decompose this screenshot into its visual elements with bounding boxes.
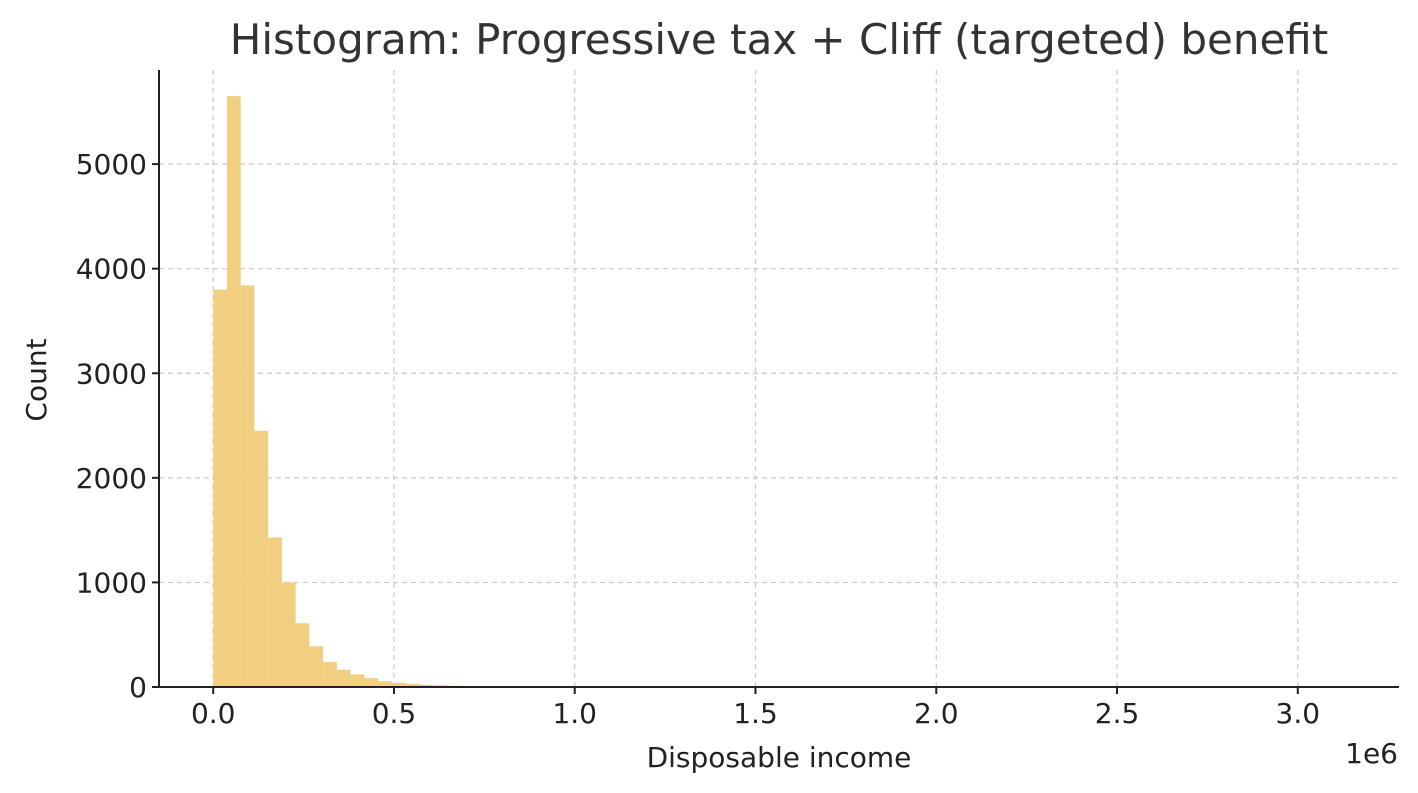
x-tick-label: 1.5 xyxy=(733,697,778,730)
histogram-bar xyxy=(268,537,282,687)
grid-lines xyxy=(159,70,1399,688)
histogram-bar xyxy=(213,289,227,687)
chart-title: Histogram: Progressive tax + Cliff (targ… xyxy=(230,15,1328,64)
y-tick-label: 4000 xyxy=(76,253,147,286)
histogram-bar xyxy=(405,683,420,687)
histogram-bar xyxy=(336,669,351,687)
histogram-bar xyxy=(364,678,379,687)
histogram-bar xyxy=(378,681,392,687)
histogram-bar xyxy=(309,646,324,687)
histogram-bar xyxy=(254,430,269,687)
y-axis-label: Count xyxy=(20,338,53,421)
x-tick-label: 0.0 xyxy=(191,697,236,730)
histogram-bar xyxy=(281,582,296,687)
histogram-bar xyxy=(240,285,255,687)
x-axis-label: Disposable income xyxy=(647,741,912,774)
histogram-bar xyxy=(295,623,310,687)
axes xyxy=(158,70,1399,688)
y-tick-label: 5000 xyxy=(76,148,147,181)
histogram-bar xyxy=(226,96,241,688)
x-offset-label: 1e6 xyxy=(1345,737,1398,770)
y-ticks: 0 1000 2000 3000 4000 5000 xyxy=(76,148,159,704)
histogram-bar xyxy=(323,661,337,687)
histogram-bar xyxy=(350,674,365,687)
x-tick-label: 2.0 xyxy=(914,697,959,730)
x-ticks: 0.0 0.5 1.0 1.5 2.0 2.5 3.0 xyxy=(191,687,1320,730)
histogram-bars xyxy=(213,96,1340,688)
x-tick-label: 0.5 xyxy=(372,697,417,730)
histogram-bar xyxy=(419,684,434,687)
x-tick-label: 2.5 xyxy=(1095,697,1140,730)
histogram-bar xyxy=(391,682,406,687)
y-tick-label: 2000 xyxy=(76,462,147,495)
x-tick-label: 1.0 xyxy=(552,697,597,730)
y-tick-label: 3000 xyxy=(76,357,147,390)
y-tick-label: 0 xyxy=(129,671,147,704)
y-tick-label: 1000 xyxy=(76,566,147,599)
x-tick-label: 3.0 xyxy=(1276,697,1321,730)
